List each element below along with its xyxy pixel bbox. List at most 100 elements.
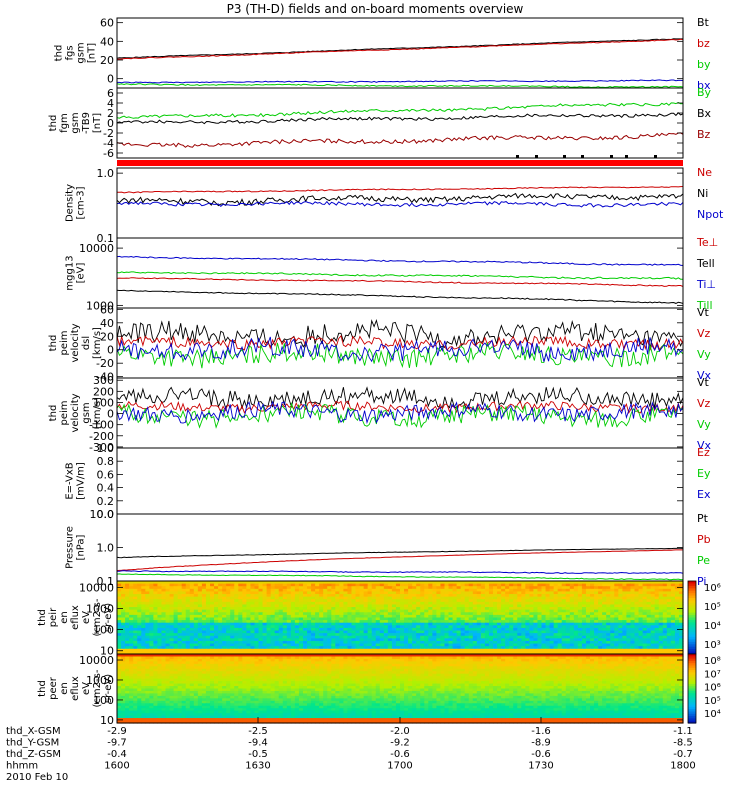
series-line-Ni (116, 192, 684, 207)
y-tick-label: -100 (89, 419, 114, 432)
y-tick-label: 0.0 (97, 508, 115, 521)
y-axis-label: Density (65, 184, 76, 222)
legend-entry: Vy (697, 418, 711, 431)
y-tick-label: 1000 (86, 674, 114, 687)
y-axis-label: (cm2-s- (92, 669, 103, 707)
y-tick-label: -40 (96, 371, 114, 384)
y-axis-label: [eV] (76, 263, 87, 284)
x-row-value: -9.7 (107, 738, 127, 749)
panel-9: 10⁶ 10⁵ 10⁴ 10³ 10 100 1000 10000 thd peir en eflux… (37, 580, 721, 658)
x-row-value: -2.0 (390, 726, 410, 737)
y-tick-label: 1.0 (97, 542, 115, 555)
x-row-label: thd_Z-GSM (6, 749, 61, 760)
y-tick-label: 20 (100, 54, 114, 67)
spectrogram-cells (117, 654, 684, 724)
series-line-by (116, 83, 684, 89)
x-row-value: -2.9 (107, 726, 127, 737)
y-tick-label: 100 (93, 694, 114, 707)
y-tick-label: 0.2 (97, 495, 115, 508)
x-row-value: 1630 (245, 761, 270, 772)
x-row-label: hhmm (6, 761, 38, 772)
x-row-value: -9.4 (248, 738, 268, 749)
legend-entry: by (697, 58, 711, 71)
y-axis-label: gsm (70, 112, 81, 133)
y-axis-label: thd (37, 609, 48, 626)
y-axis-label: peer (48, 676, 59, 700)
y-tick-label: 40 (100, 317, 114, 330)
flag-marker (516, 155, 519, 158)
y-tick-label: 100 (93, 396, 114, 409)
series-line-bx (117, 79, 684, 84)
y-axis-label: fgs (65, 45, 76, 60)
y-tick-label: 0.8 (97, 455, 115, 468)
panel-8: 0.1 1.0 10.0 Pressure [nPa] Pt Pb Pe Pi (65, 508, 711, 588)
legend-entry: Ex (697, 488, 711, 501)
x-row-value: 1700 (387, 761, 412, 772)
y-tick-label: 0 (107, 408, 114, 421)
y-axis-label: [km/s] (92, 327, 103, 359)
y-axis-label: thd (37, 680, 48, 697)
y-axis-label: velocity (70, 393, 81, 432)
x-row-value: -0.5 (248, 749, 268, 760)
panel-frame (116, 447, 684, 515)
x-row-value: -8.9 (531, 738, 551, 749)
y-tick-label: 6 (107, 87, 114, 100)
y-axis-label: [cm-3] (76, 186, 87, 219)
panel-frame (116, 87, 684, 159)
y-tick-label: 10000 (79, 242, 114, 255)
y-tick-label: 0 (107, 117, 114, 130)
series-line-Npot (116, 200, 684, 208)
colorbar-label: 10³ (704, 640, 721, 651)
y-axis-label: velocity (70, 323, 81, 362)
legend-entry: bx (697, 79, 711, 92)
flag-marker (654, 155, 657, 158)
x-row-value: -0.6 (531, 749, 551, 760)
y-axis-label: gsm (81, 402, 92, 423)
legend-entry: Pe (697, 554, 710, 567)
colorbar-label: 10⁴ (704, 709, 721, 720)
y-tick-label: 0 (107, 344, 114, 357)
y-axis-label: peim (59, 400, 70, 425)
y-tick-label: 20 (100, 330, 114, 343)
y-tick-label: -300 (89, 441, 114, 454)
y-axis-label: eV (81, 611, 92, 624)
series-line-Till (116, 271, 683, 280)
panel-1: 0 20 40 60 thd fgs gsm [nT] Bt bz by bx (54, 16, 711, 92)
y-tick-label: 0.4 (97, 482, 115, 495)
y-axis-label: -TB9 (81, 112, 92, 134)
spectrogram-cells (117, 581, 684, 655)
y-tick-label: 0.6 (97, 468, 115, 481)
legend-entry: Tell (696, 257, 715, 270)
y-axis-label: peir (48, 607, 59, 627)
legend-entry: Npot (697, 208, 724, 221)
y-tick-label: 200 (93, 385, 114, 398)
y-axis-label: en (59, 611, 70, 624)
y-tick-label: 10 (100, 714, 114, 727)
colorbar-label: 10⁷ (704, 669, 721, 680)
series-line-Vt (116, 319, 684, 349)
legend-entry: Te⊥ (696, 236, 718, 249)
y-axis-label: [mV/m] (76, 462, 87, 500)
series-line-Vt (116, 386, 684, 410)
y-tick-label: 1.0 (97, 167, 115, 180)
flag-marker (581, 155, 584, 158)
y-tick-label: 0.1 (97, 575, 115, 588)
colorbar: 10⁸ 10⁷ 10⁶ 10⁵ 10⁴ (687, 653, 721, 724)
y-tick-label: -4 (103, 137, 114, 150)
y-tick-label: 40 (100, 35, 114, 48)
panel-3: 0.1 1.0 Density [cm-3] Ne Ni Npot (65, 166, 724, 245)
y-axis-label: gsm (76, 42, 87, 63)
y-tick-label: 1000 (86, 299, 114, 312)
x-row-value: -0.6 (390, 749, 410, 760)
legend-entry: Bz (697, 128, 711, 141)
colorbar: 10⁶ 10⁵ 10⁴ 10³ (687, 580, 721, 655)
series-line-Bx (116, 112, 684, 125)
y-tick-label: -2 (103, 127, 114, 140)
colorbar-label: 10⁵ (704, 696, 721, 707)
legend-entry: Pt (697, 512, 709, 525)
legend-entry: Bt (697, 16, 710, 29)
y-tick-label: 100 (93, 624, 114, 637)
y-tick-label: 1000 (86, 602, 114, 615)
